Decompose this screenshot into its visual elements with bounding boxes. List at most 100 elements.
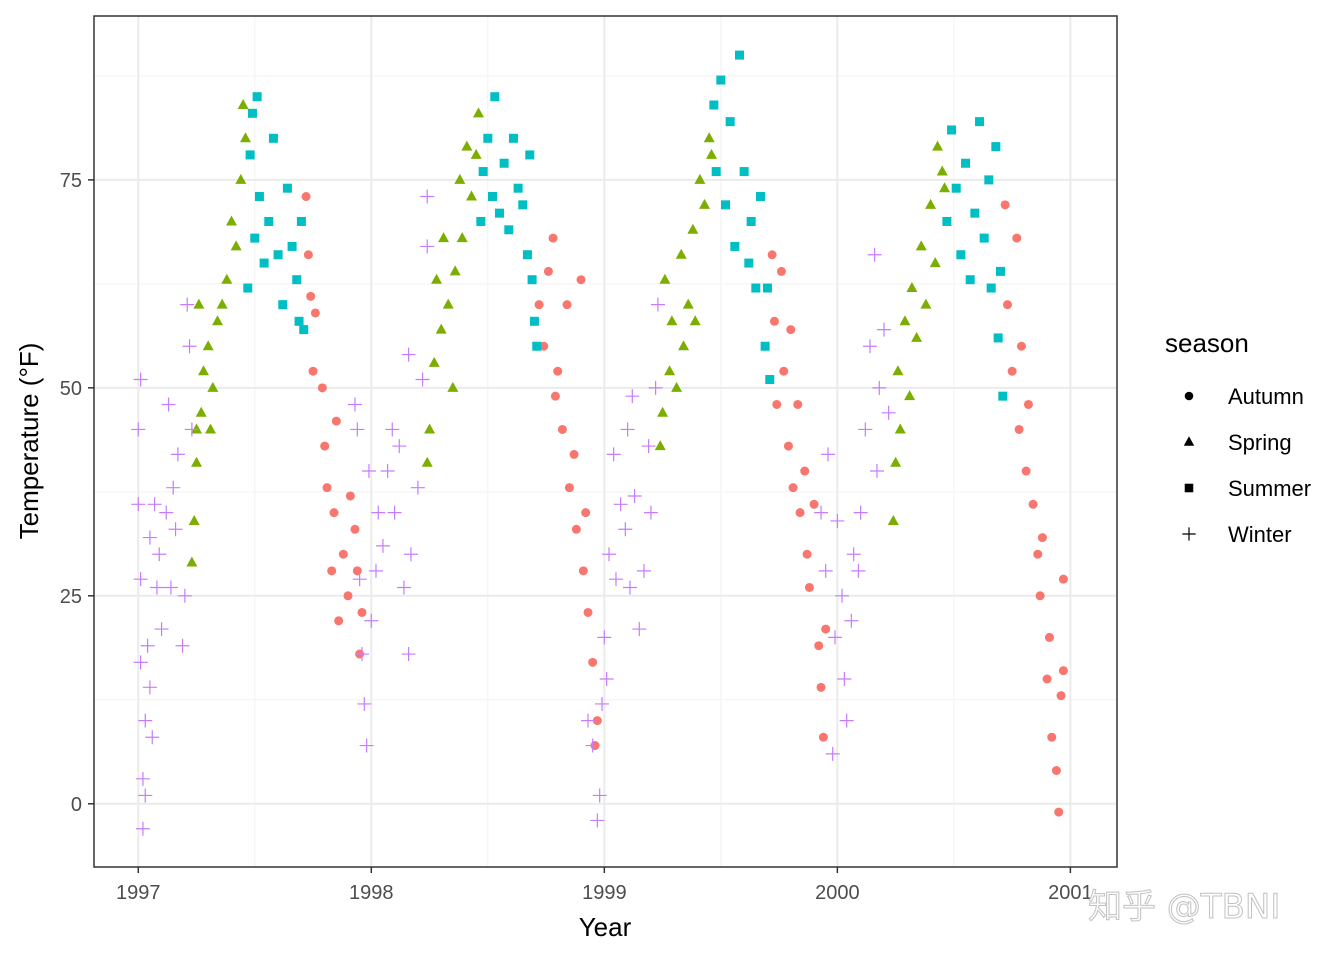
point-autumn	[1012, 233, 1022, 243]
point-winter	[839, 713, 854, 728]
point-winter	[371, 505, 386, 520]
point-winter	[862, 339, 877, 354]
point-summer	[947, 125, 957, 135]
point-winter	[152, 547, 167, 562]
legend-title: season	[1165, 328, 1249, 358]
point-summer	[476, 216, 486, 226]
point-spring	[915, 240, 927, 251]
point-summer	[299, 325, 309, 335]
point-winter	[359, 738, 374, 753]
point-summer	[725, 117, 735, 127]
point-spring	[191, 456, 203, 467]
point-winter	[401, 347, 416, 362]
point-autumn	[562, 300, 572, 310]
point-spring	[188, 514, 200, 525]
point-spring	[431, 273, 443, 284]
point-spring	[198, 365, 210, 376]
point-autumn	[1033, 549, 1043, 559]
point-spring	[454, 173, 466, 184]
point-summer	[760, 341, 770, 351]
data-points	[131, 50, 1068, 836]
legend-key-spring-triangle-icon	[1183, 436, 1195, 446]
point-summer	[993, 333, 1003, 343]
point-winter	[170, 447, 185, 462]
point-spring	[212, 315, 224, 326]
point-autumn	[539, 341, 549, 351]
x-tick-label: 1999	[582, 882, 627, 904]
point-spring	[892, 365, 904, 376]
point-winter	[830, 513, 845, 528]
point-winter	[410, 480, 425, 495]
point-winter	[361, 464, 376, 479]
point-winter	[636, 563, 651, 578]
point-autumn	[338, 549, 348, 559]
x-tick-label: 2001	[1048, 882, 1093, 904]
point-summer	[709, 100, 719, 110]
point-winter	[867, 247, 882, 262]
point-spring	[205, 423, 217, 434]
point-summer	[487, 192, 497, 202]
point-winter	[650, 297, 665, 312]
point-winter	[643, 505, 658, 520]
point-winter	[380, 464, 395, 479]
point-spring	[421, 456, 433, 467]
point-winter	[368, 563, 383, 578]
point-autumn	[550, 391, 560, 401]
watermark: 知乎 @TBNI	[1088, 887, 1280, 927]
point-summer	[951, 183, 961, 193]
point-spring	[461, 140, 473, 151]
point-autumn	[1044, 632, 1054, 642]
point-summer	[734, 50, 744, 60]
point-spring	[186, 556, 198, 567]
point-autumn	[1028, 499, 1038, 509]
point-winter	[131, 422, 146, 437]
point-winter	[846, 547, 861, 562]
point-autumn	[793, 399, 803, 409]
point-spring	[687, 223, 699, 234]
point-summer	[975, 117, 985, 127]
point-winter	[133, 655, 148, 670]
point-winter	[837, 671, 852, 686]
point-spring	[466, 190, 478, 201]
point-winter	[163, 580, 178, 595]
point-summer	[264, 216, 274, 226]
point-spring	[699, 198, 711, 209]
point-winter	[401, 647, 416, 662]
x-axis-title: Year	[579, 912, 632, 942]
point-spring	[456, 232, 468, 243]
x-tick-label: 1998	[349, 882, 394, 904]
point-spring	[682, 298, 694, 309]
point-autumn	[578, 566, 588, 576]
point-spring	[424, 423, 436, 434]
point-autumn	[795, 508, 805, 518]
point-winter	[154, 622, 169, 637]
point-summer	[984, 175, 994, 185]
point-summer	[961, 158, 971, 168]
point-spring	[191, 423, 203, 434]
point-winter	[375, 538, 390, 553]
point-spring	[899, 315, 911, 326]
point-spring	[442, 298, 454, 309]
point-summer	[765, 375, 775, 385]
point-summer	[522, 250, 532, 260]
point-winter	[161, 397, 176, 412]
point-spring	[235, 173, 247, 184]
point-spring	[239, 132, 251, 143]
point-winter	[392, 439, 407, 454]
point-winter	[641, 439, 656, 454]
point-autumn	[786, 325, 796, 335]
point-winter	[420, 189, 435, 204]
y-tick-label: 25	[60, 586, 82, 608]
point-winter	[618, 522, 633, 537]
point-spring	[678, 340, 690, 351]
point-winter	[818, 563, 833, 578]
point-summer	[254, 192, 264, 202]
point-autumn	[308, 366, 318, 376]
y-tick-label: 0	[71, 794, 82, 816]
point-spring	[438, 232, 450, 243]
point-spring	[906, 282, 918, 293]
series-summer	[243, 50, 1008, 401]
point-autumn	[334, 616, 344, 626]
point-summer	[268, 133, 278, 143]
point-autumn	[329, 508, 339, 518]
